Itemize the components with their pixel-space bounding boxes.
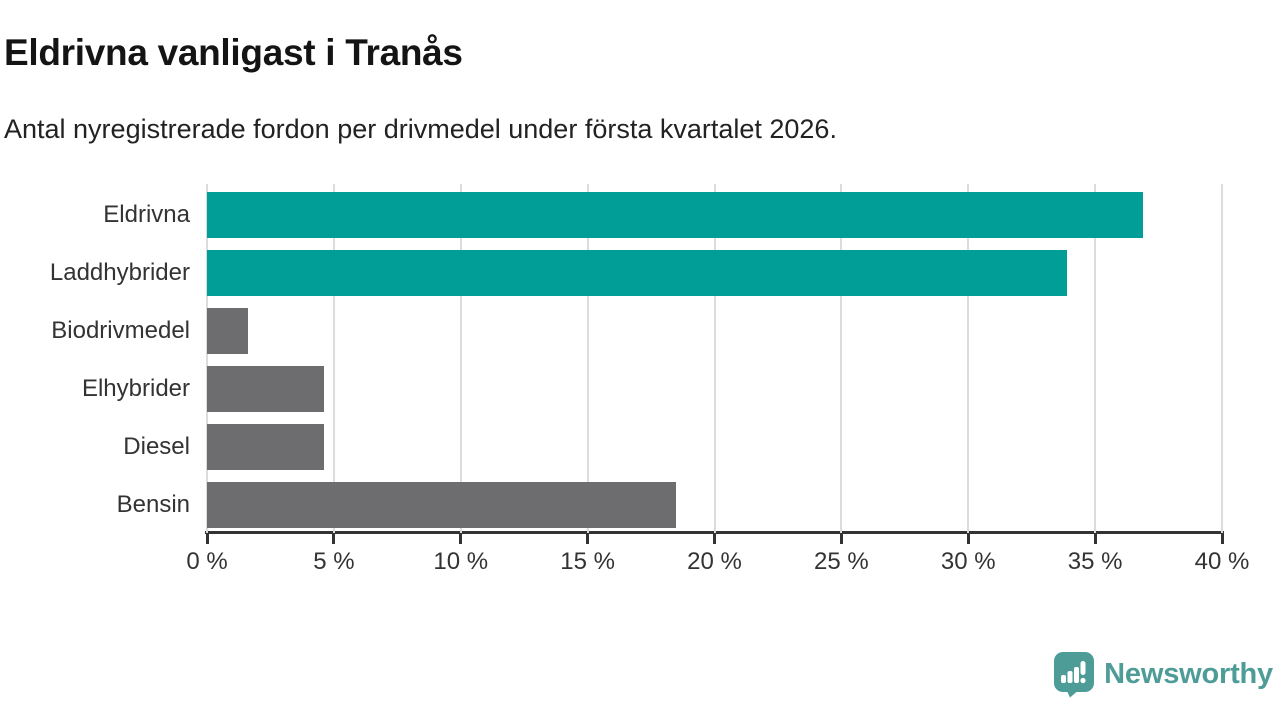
x-axis-tick [1093,534,1097,544]
plot-area [206,184,1223,533]
bar [207,366,324,412]
category-label: Diesel [123,433,190,460]
x-axis-tick [839,534,843,544]
x-axis-tick [1220,534,1224,544]
x-axis-tick [332,534,336,544]
bar [207,424,324,470]
x-axis-tick-label: 25 % [814,548,869,575]
category-label: Eldrivna [103,201,190,228]
category-label: Biodrivmedel [51,317,190,344]
x-axis-tick-label: 35 % [1067,548,1123,575]
x-axis-tick [966,534,970,544]
newsworthy-logo-text: Newsworthy [1104,658,1273,690]
x-axis-tick-label: 0 % [186,548,228,575]
gridline [332,184,335,533]
y-axis-labels: Eldrivna Laddhybrider Biodrivmedel Elhybrid… [0,184,190,533]
x-axis-tick-label: 10 % [433,548,489,575]
gridline [713,184,716,533]
x-axis-tick-label: 30 % [940,548,996,575]
bar [207,482,677,528]
gridline [840,184,843,533]
bar [207,192,1144,238]
chart-subtitle: Antal nyregistrerade fordon per drivmede… [4,114,837,144]
newsworthy-logo: Newsworthy [1053,651,1273,698]
x-axis-tick [586,534,590,544]
gridline [586,184,589,533]
x-axis-tick-label: 5 % [313,548,355,575]
x-axis-tick [459,534,463,544]
x-axis-tick-label: 15 % [560,548,615,575]
bar [207,308,248,354]
chart-title: Eldrivna vanligast i Tranås [4,32,463,73]
category-label: Bensin [116,491,190,518]
x-axis-tick [205,534,209,544]
gridline [459,184,462,533]
gridline [1094,184,1097,533]
x-axis-tick-label: 20 % [687,548,742,575]
bar [207,250,1068,296]
newsworthy-speech-bubble-chart-icon [1054,652,1095,698]
category-label: Laddhybrider [49,259,190,286]
category-label: Elhybrider [81,375,190,402]
gridline [1221,184,1223,533]
gridline [967,184,970,533]
x-axis: 0 % 5 % 10 % 15 % 20 % 25 % 30 % 35 % 40 % [186,531,1249,591]
gridline [206,184,208,533]
x-axis-tick-label: 40 % [1194,548,1250,575]
x-axis-tick [713,534,716,544]
